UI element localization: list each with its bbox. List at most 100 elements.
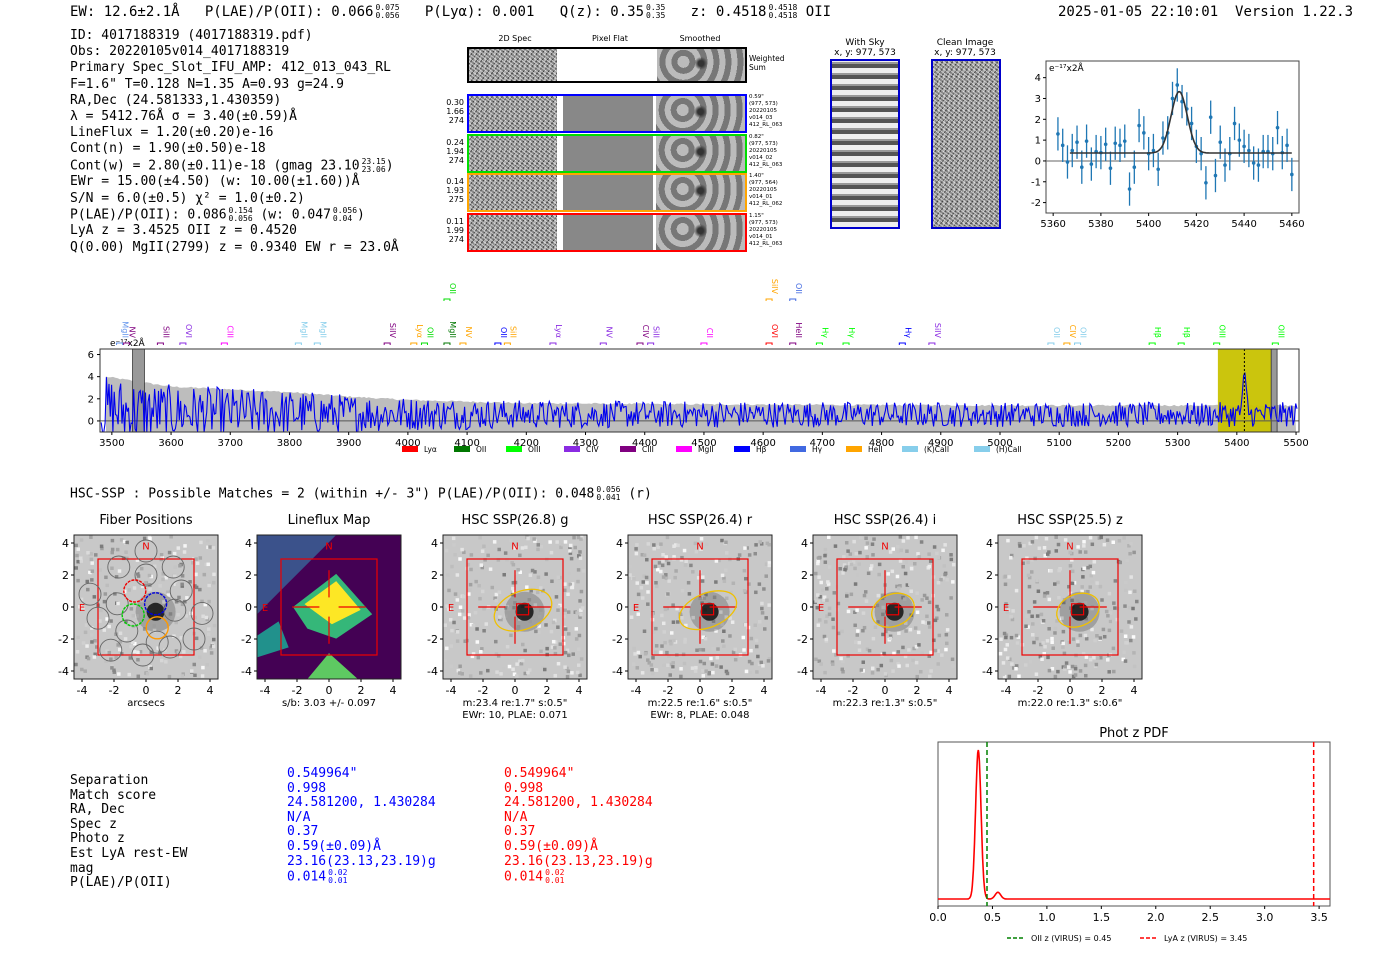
match-label: Photo z (70, 831, 125, 847)
noise-pixel (826, 582, 831, 586)
noise-pixel (575, 611, 579, 615)
noise-pixel (662, 630, 667, 634)
y-tick-label: 0 (431, 601, 438, 614)
noise-pixel (929, 669, 933, 673)
noise-pixel (681, 652, 686, 657)
noise-pixel (1084, 636, 1089, 641)
noise-pixel (563, 665, 567, 669)
noise-pixel (699, 536, 704, 541)
east-label: E (79, 603, 85, 614)
noise-pixel (902, 597, 907, 601)
noise-pixel (576, 535, 581, 540)
noise-pixel (822, 634, 827, 639)
noise-pixel (1081, 651, 1086, 656)
noise-pixel (563, 608, 567, 612)
noise-pixel (180, 582, 184, 587)
noise-pixel (1062, 667, 1067, 671)
noise-pixel (842, 563, 847, 567)
y-tick-label: -4 (797, 665, 808, 678)
noise-pixel (446, 573, 450, 577)
line-bracket-marker (647, 342, 655, 345)
plya-value: P(Lyα): 0.001 (424, 4, 535, 20)
noise-pixel (880, 593, 885, 598)
noise-pixel (1070, 581, 1075, 586)
noise-pixel (722, 629, 726, 634)
emission-line-label: OIII (1276, 325, 1285, 338)
noise-pixel (1071, 674, 1076, 679)
plae-range: 0.02 0.01 (328, 869, 347, 885)
line-bracket-marker (599, 342, 607, 345)
y-tick-label: 1 (1035, 136, 1041, 147)
noise-pixel (89, 633, 94, 637)
source-box (700, 603, 715, 616)
y-tick-label: -4 (612, 665, 623, 678)
noise-pixel (1102, 634, 1107, 639)
noise-pixel (447, 588, 451, 593)
plae-value: P(LAE)/P(OII): 0.066 (204, 4, 374, 20)
noise-pixel (539, 586, 543, 590)
noise-pixel (941, 576, 945, 580)
noise-pixel (1133, 589, 1137, 593)
noise-pixel (127, 588, 132, 592)
north-label: N (1066, 541, 1073, 552)
y-tick-label: 4 (801, 537, 808, 550)
noise-pixel (1042, 594, 1047, 598)
info-lineflux: LineFlux = 1.20(±0.20)e-16 (70, 125, 274, 141)
noise-pixel (639, 586, 644, 590)
match-value: 0.59(±0.09)Å (504, 838, 598, 854)
noise-pixel (1135, 599, 1139, 604)
noise-pixel (635, 666, 640, 670)
noise-pixel (1099, 656, 1103, 660)
noise-pixel (1010, 617, 1015, 622)
noise-pixel (76, 635, 80, 640)
x-tick-label: 5460 (1279, 219, 1304, 230)
noise-pixel (579, 537, 583, 541)
noise-pixel (1026, 560, 1030, 565)
plae-hi: 0.02 (545, 868, 565, 878)
info-lya-z: LyA z = 3.4525 OII z = 0.4520 (70, 223, 297, 239)
noise-pixel (1017, 674, 1021, 678)
noise-pixel (117, 647, 122, 652)
cont-w-end: ) (385, 158, 394, 174)
noise-pixel (642, 574, 646, 578)
source-ellipse (678, 590, 738, 631)
x-tick-label: 2.5 (1201, 911, 1219, 924)
line-bracket-marker (765, 298, 773, 301)
noise-pixel (579, 535, 584, 540)
noise-pixel (628, 573, 632, 577)
noise-pixel (198, 556, 203, 560)
data-point (1103, 142, 1108, 147)
noise-pixel (846, 609, 851, 614)
x-tick-label: 4300 (573, 438, 598, 449)
data-point (1065, 160, 1070, 164)
legend-label: MgII (698, 445, 714, 454)
noise-pixel (504, 606, 508, 610)
noise-pixel (518, 570, 522, 574)
noise-pixel (553, 651, 558, 656)
noise-pixel (714, 664, 719, 668)
hsc-panel-1: Lineflux Map N E 4 2 0 -2 -4 -4 -2 0 2 4 s/b: 3.03 +/… (227, 511, 411, 741)
noise-pixel (1067, 584, 1071, 589)
y-tick-label: 2 (986, 569, 993, 582)
noise-pixel (480, 647, 484, 651)
fiber-circle (161, 555, 185, 579)
noise-pixel (1061, 645, 1065, 649)
spec-row-value: 274 (448, 234, 464, 244)
noise-pixel (75, 598, 80, 603)
data-point (1213, 173, 1218, 178)
noise-pixel (1046, 552, 1050, 556)
noise-pixel (89, 535, 93, 539)
noise-pixel (857, 648, 862, 652)
x-tick-label: 3.0 (1256, 911, 1274, 924)
noise-pixel (74, 566, 78, 570)
panel-title: HSC SSP(26.4) r (647, 513, 753, 528)
noise-pixel (199, 540, 203, 545)
noise-pixel (1009, 635, 1014, 640)
noise-pixel (142, 627, 147, 631)
spec-row-value: 0.24 (446, 137, 464, 147)
noise-pixel (526, 670, 530, 675)
noise-pixel (90, 561, 94, 565)
noise-pixel (540, 665, 545, 670)
line-bracket-marker (1074, 342, 1082, 345)
spec-row-meta: v014_01 (749, 233, 773, 240)
